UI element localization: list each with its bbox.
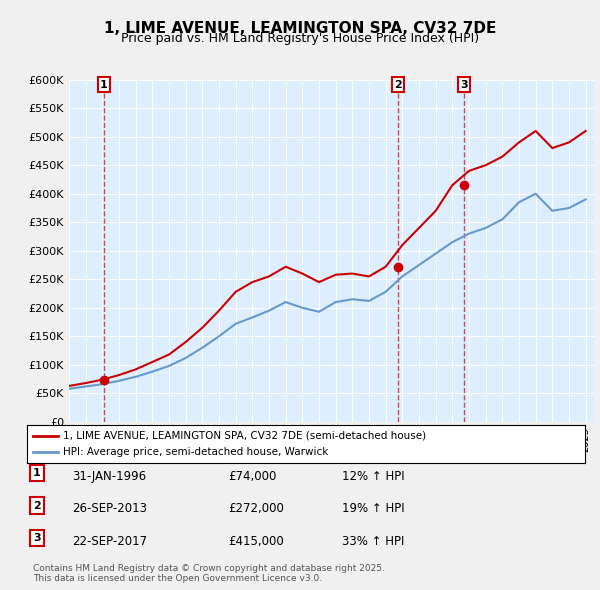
Text: 33% ↑ HPI: 33% ↑ HPI [342,535,404,548]
Text: 31-JAN-1996: 31-JAN-1996 [72,470,146,483]
Text: 3: 3 [461,80,468,90]
Text: 19% ↑ HPI: 19% ↑ HPI [342,502,404,515]
Text: 12% ↑ HPI: 12% ↑ HPI [342,470,404,483]
Text: £74,000: £74,000 [228,470,277,483]
Text: 3: 3 [33,533,41,543]
Text: Contains HM Land Registry data © Crown copyright and database right 2025.
This d: Contains HM Land Registry data © Crown c… [33,563,385,583]
Text: 1, LIME AVENUE, LEAMINGTON SPA, CV32 7DE: 1, LIME AVENUE, LEAMINGTON SPA, CV32 7DE [104,21,496,35]
Text: £272,000: £272,000 [228,502,284,515]
Text: 26-SEP-2013: 26-SEP-2013 [72,502,147,515]
Text: 2: 2 [33,500,41,510]
Text: HPI: Average price, semi-detached house, Warwick: HPI: Average price, semi-detached house,… [63,447,329,457]
Text: 1, LIME AVENUE, LEAMINGTON SPA, CV32 7DE (semi-detached house): 1, LIME AVENUE, LEAMINGTON SPA, CV32 7DE… [63,431,427,441]
Text: 1: 1 [33,468,41,478]
Text: 22-SEP-2017: 22-SEP-2017 [72,535,147,548]
Text: Price paid vs. HM Land Registry's House Price Index (HPI): Price paid vs. HM Land Registry's House … [121,32,479,45]
Text: £415,000: £415,000 [228,535,284,548]
Text: 1: 1 [100,80,107,90]
Text: 2: 2 [394,80,402,90]
